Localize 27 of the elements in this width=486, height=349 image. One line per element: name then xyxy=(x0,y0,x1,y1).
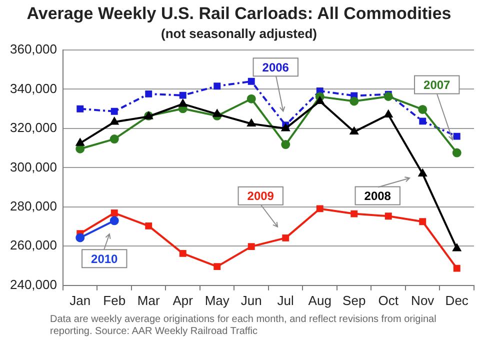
x-tick-label: May xyxy=(204,292,230,308)
chart-subtitle: (not seasonally adjusted) xyxy=(160,26,318,41)
x-tick-label: Sep xyxy=(342,292,366,308)
text: 2009 xyxy=(247,189,274,204)
x-tick-label: Jul xyxy=(277,292,294,308)
x-tick-label: Apr xyxy=(172,292,194,308)
x-tick-label: Feb xyxy=(103,292,126,308)
series-label: 2006 xyxy=(262,60,290,74)
y-tick-label: 360,000 xyxy=(10,42,57,57)
x-tick-label: Oct xyxy=(378,292,399,308)
x-tick-label: Jan xyxy=(70,292,91,308)
x-tick-label: Nov xyxy=(411,292,435,308)
series-label: 2007 xyxy=(424,78,451,92)
y-tick-label: 240,000 xyxy=(10,276,57,292)
x-tick-label: Jun xyxy=(240,292,262,308)
x-tick-label: Aug xyxy=(308,292,332,308)
text: 2008 xyxy=(364,189,392,204)
x-tick-label: Dec xyxy=(445,292,469,308)
y-tick-label: 320,000 xyxy=(10,120,57,136)
x-tick-label: Mar xyxy=(137,292,160,308)
chart-title: Average Weekly U.S. Rail Carloads: All Commodities xyxy=(26,4,452,23)
y-tick-label: 260,000 xyxy=(10,238,57,253)
text: Data are weekly average originations for each month, and reflect revisions from original reporting. Source: AAR Weekly Railroad Traffic xyxy=(50,314,438,338)
series-label: 2010 xyxy=(91,252,118,266)
y-tick-label: 300,000 xyxy=(10,159,57,174)
y-tick-label: 280,000 xyxy=(10,198,57,214)
y-tick-label: 340,000 xyxy=(10,80,57,96)
